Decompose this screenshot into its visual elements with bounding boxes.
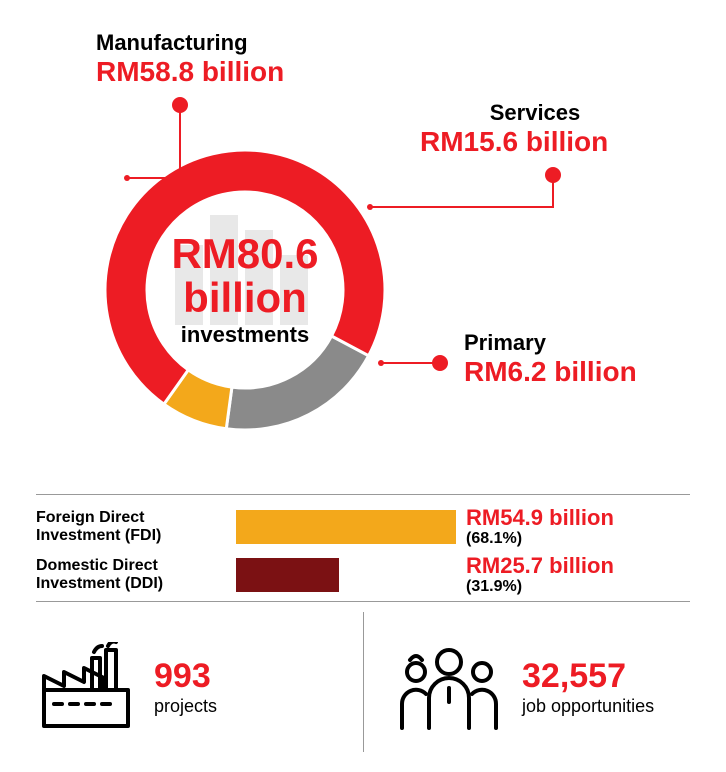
stats-row: 993 projects 32,557 job opportunities [36, 612, 690, 752]
divider-1 [36, 494, 690, 495]
factory-icon [36, 642, 136, 732]
investment-bars: Foreign DirectInvestment (FDI) RM54.9 bil… [0, 505, 726, 597]
center-amount-line2: billion [183, 274, 307, 321]
callout-primary: Primary RM6.2 billion [464, 330, 637, 388]
leader-dot-primary [432, 355, 448, 371]
callout-services: Services RM15.6 billion [420, 100, 650, 158]
stat-jobs-label: job opportunities [522, 696, 654, 717]
donut-center: RM80.6 billion investments [105, 150, 385, 430]
bar-value-0: RM54.9 billion(68.1%) [466, 506, 706, 548]
bar-row-1: Domestic DirectInvestment (DDI)RM25.7 bi… [36, 553, 690, 597]
stat-jobs-value: 32,557 [522, 657, 654, 696]
bar-row-0: Foreign DirectInvestment (FDI)RM54.9 bil… [36, 505, 690, 549]
stat-projects-label: projects [154, 696, 217, 717]
leader-services [370, 175, 553, 207]
center-amount: RM80.6 billion [171, 232, 318, 320]
center-amount-line1: RM80.6 [171, 230, 318, 277]
bar-0 [236, 510, 456, 544]
stat-projects-text: 993 projects [154, 657, 217, 717]
callout-primary-title: Primary [464, 330, 637, 356]
stat-jobs-text: 32,557 job opportunities [522, 657, 654, 717]
callout-manufacturing-title: Manufacturing [96, 30, 284, 56]
callout-manufacturing: Manufacturing RM58.8 billion [96, 30, 284, 88]
center-sub: investments [181, 322, 309, 348]
bar-value-1: RM25.7 billion(31.9%) [466, 554, 706, 596]
stat-projects-value: 993 [154, 657, 217, 696]
leader-dot-services [545, 167, 561, 183]
callout-manufacturing-value: RM58.8 billion [96, 56, 284, 88]
bar-label-0: Foreign DirectInvestment (FDI) [36, 509, 226, 546]
divider-2 [36, 601, 690, 602]
stat-jobs: 32,557 job opportunities [363, 612, 690, 752]
bar-1 [236, 558, 339, 592]
people-icon [394, 642, 504, 732]
leader-dot-manufacturing [172, 97, 188, 113]
stat-projects: 993 projects [36, 612, 363, 752]
bar-label-1: Domestic DirectInvestment (DDI) [36, 557, 226, 594]
callout-services-title: Services [420, 100, 650, 126]
callout-services-value: RM15.6 billion [420, 126, 650, 158]
donut-chart-area: RM80.6 billion investments Manufacturing… [0, 0, 726, 490]
callout-primary-value: RM6.2 billion [464, 356, 637, 388]
